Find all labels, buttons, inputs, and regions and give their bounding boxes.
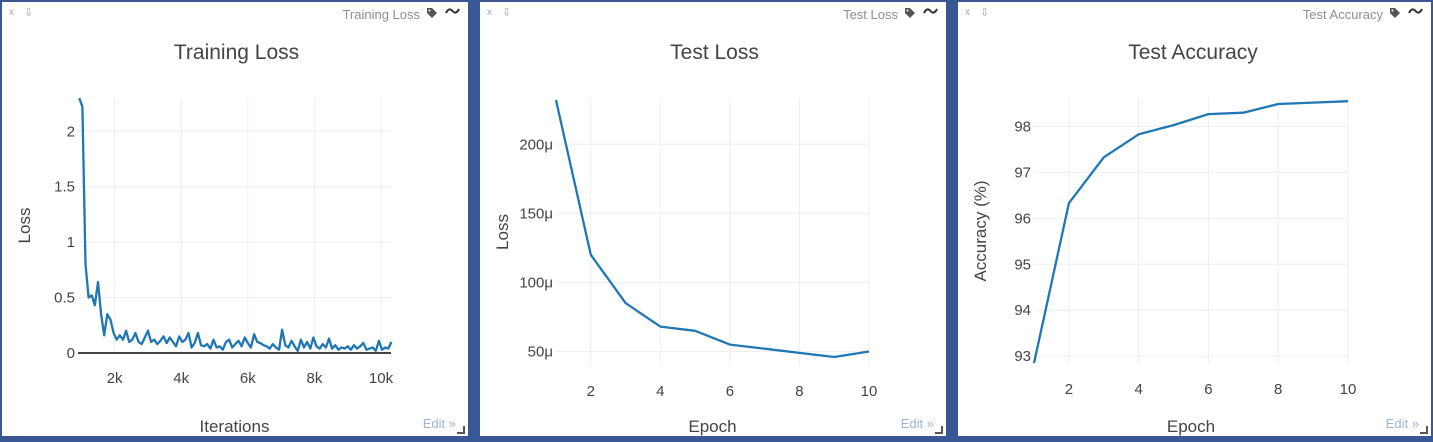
- smooth-icon[interactable]: [1408, 5, 1423, 17]
- close-icon[interactable]: x: [965, 7, 970, 18]
- pin-icon[interactable]: ⇩: [502, 7, 512, 19]
- training-loss-panel: x ⇩ Training Loss 2k 4k 6k 8k 10k 0 0.5 1 1.5 2 Tr…: [0, 0, 470, 438]
- y-tick-label: 95: [1014, 256, 1031, 273]
- pin-icon[interactable]: ⇩: [24, 7, 34, 19]
- y-tick-label: 93: [1014, 348, 1031, 365]
- y-tick-label: 50μ: [528, 343, 553, 360]
- x-axis-label: Epoch: [688, 417, 736, 436]
- tag-icon[interactable]: [426, 7, 438, 19]
- y-tick-label: 98: [1014, 118, 1031, 135]
- x-tick-label: 2: [587, 383, 595, 400]
- x-tick-label: 8: [1274, 381, 1282, 398]
- edit-link[interactable]: Edit »: [1385, 416, 1419, 431]
- edit-link[interactable]: Edit »: [422, 416, 456, 431]
- test-loss-panel: x ⇩ Test Loss 2 4 6 8 10 50μ 100μ 150μ 200μ Test …: [478, 0, 948, 438]
- y-axis-label: Loss: [493, 214, 512, 250]
- pin-icon[interactable]: ⇩: [980, 7, 990, 19]
- y-tick-label: 0: [67, 345, 75, 362]
- y-tick-label: 1.5: [54, 179, 75, 196]
- x-tick-label: 10k: [369, 370, 394, 387]
- test-accuracy-panel: x ⇩ Test Accuracy 2 4 6 8 10 93 94 95 96 97 98 Test…: [956, 0, 1433, 438]
- resize-handle-icon[interactable]: [935, 426, 943, 434]
- y-tick-label: 150μ: [519, 205, 553, 222]
- y-tick-label: 97: [1014, 164, 1031, 181]
- smooth-icon[interactable]: [445, 5, 460, 17]
- y-tick-label: 96: [1014, 210, 1031, 227]
- y-tick-label: 2: [67, 123, 75, 140]
- y-tick-label: 100μ: [519, 274, 553, 291]
- x-axis-label: Epoch: [1167, 417, 1215, 436]
- x-tick-label: 6: [1204, 381, 1212, 398]
- series-line: [78, 97, 393, 352]
- x-tick-label: 4: [656, 383, 664, 400]
- y-tick-label: 200μ: [519, 136, 553, 153]
- x-tick-label: 2: [1065, 381, 1073, 398]
- x-tick-label: 8: [795, 383, 803, 400]
- x-tick-label: 4: [1134, 381, 1142, 398]
- x-axis-label: Iterations: [200, 417, 270, 436]
- x-tick-label: 6k: [240, 370, 256, 387]
- y-tick-label: 0.5: [54, 290, 75, 307]
- y-tick-label: 94: [1014, 302, 1031, 319]
- close-icon[interactable]: x: [9, 7, 14, 18]
- x-tick-label: 10: [1340, 381, 1357, 398]
- x-tick-label: 6: [726, 383, 734, 400]
- training-loss-chart: 2k 4k 6k 8k 10k 0 0.5 1 1.5 2 Training Loss Iterati…: [15, 41, 394, 436]
- chart-title: Test Accuracy: [1128, 41, 1258, 64]
- series-line: [554, 99, 870, 359]
- window-title: Test Loss: [843, 7, 898, 22]
- test-loss-chart: 2 4 6 8 10 50μ 100μ 150μ 200μ Test Loss Epoch Loss: [493, 41, 878, 436]
- close-icon[interactable]: x: [487, 7, 492, 18]
- series-line: [1032, 100, 1349, 364]
- smooth-icon[interactable]: [923, 5, 938, 17]
- x-tick-label: 10: [861, 383, 878, 400]
- y-axis-label: Accuracy (%): [971, 180, 990, 281]
- chart-title: Test Loss: [670, 41, 759, 64]
- tag-icon[interactable]: [1389, 7, 1401, 19]
- tag-icon[interactable]: [904, 7, 916, 19]
- resize-handle-icon[interactable]: [457, 426, 465, 434]
- y-axis-label: Loss: [15, 208, 34, 244]
- test-accuracy-chart: 2 4 6 8 10 93 94 95 96 97 98 Test Accuracy Epoch Accu…: [971, 41, 1357, 436]
- x-tick-label: 4k: [173, 370, 189, 387]
- chart-title: Training Loss: [174, 41, 299, 64]
- resize-handle-icon[interactable]: [1420, 426, 1428, 434]
- window-title: Test Accuracy: [1302, 7, 1383, 22]
- window-title: Training Loss: [342, 7, 420, 22]
- x-tick-label: 2k: [107, 370, 123, 387]
- y-tick-label: 1: [67, 234, 75, 251]
- x-tick-label: 8k: [306, 370, 322, 387]
- edit-link[interactable]: Edit »: [900, 416, 934, 431]
